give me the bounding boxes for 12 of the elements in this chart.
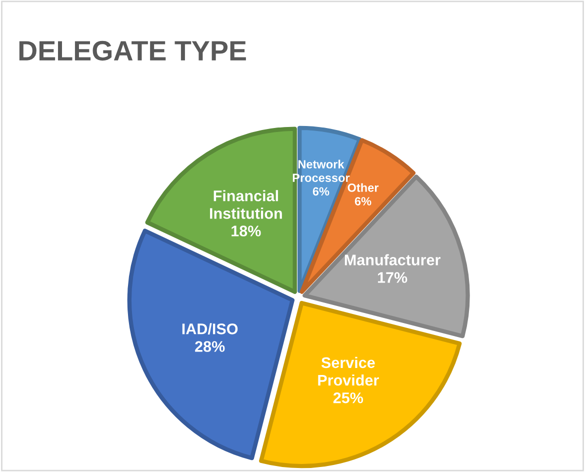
data-label: 25% xyxy=(333,392,364,404)
slice-label: Financial Institution xyxy=(210,190,282,219)
data-label: 18% xyxy=(232,226,261,236)
slice-label: Manufacturer xyxy=(344,254,440,266)
slice-label: Other xyxy=(348,183,379,192)
slice-label: Service Provider xyxy=(318,356,379,386)
slice-label: IAD/ISO xyxy=(182,323,238,334)
chart-title: DELEGATE TYPE xyxy=(19,40,246,61)
data-label: 6% xyxy=(354,197,372,206)
data-label: 28% xyxy=(195,341,225,352)
data-label: 6% xyxy=(312,187,330,196)
data-label: 17% xyxy=(378,272,408,283)
